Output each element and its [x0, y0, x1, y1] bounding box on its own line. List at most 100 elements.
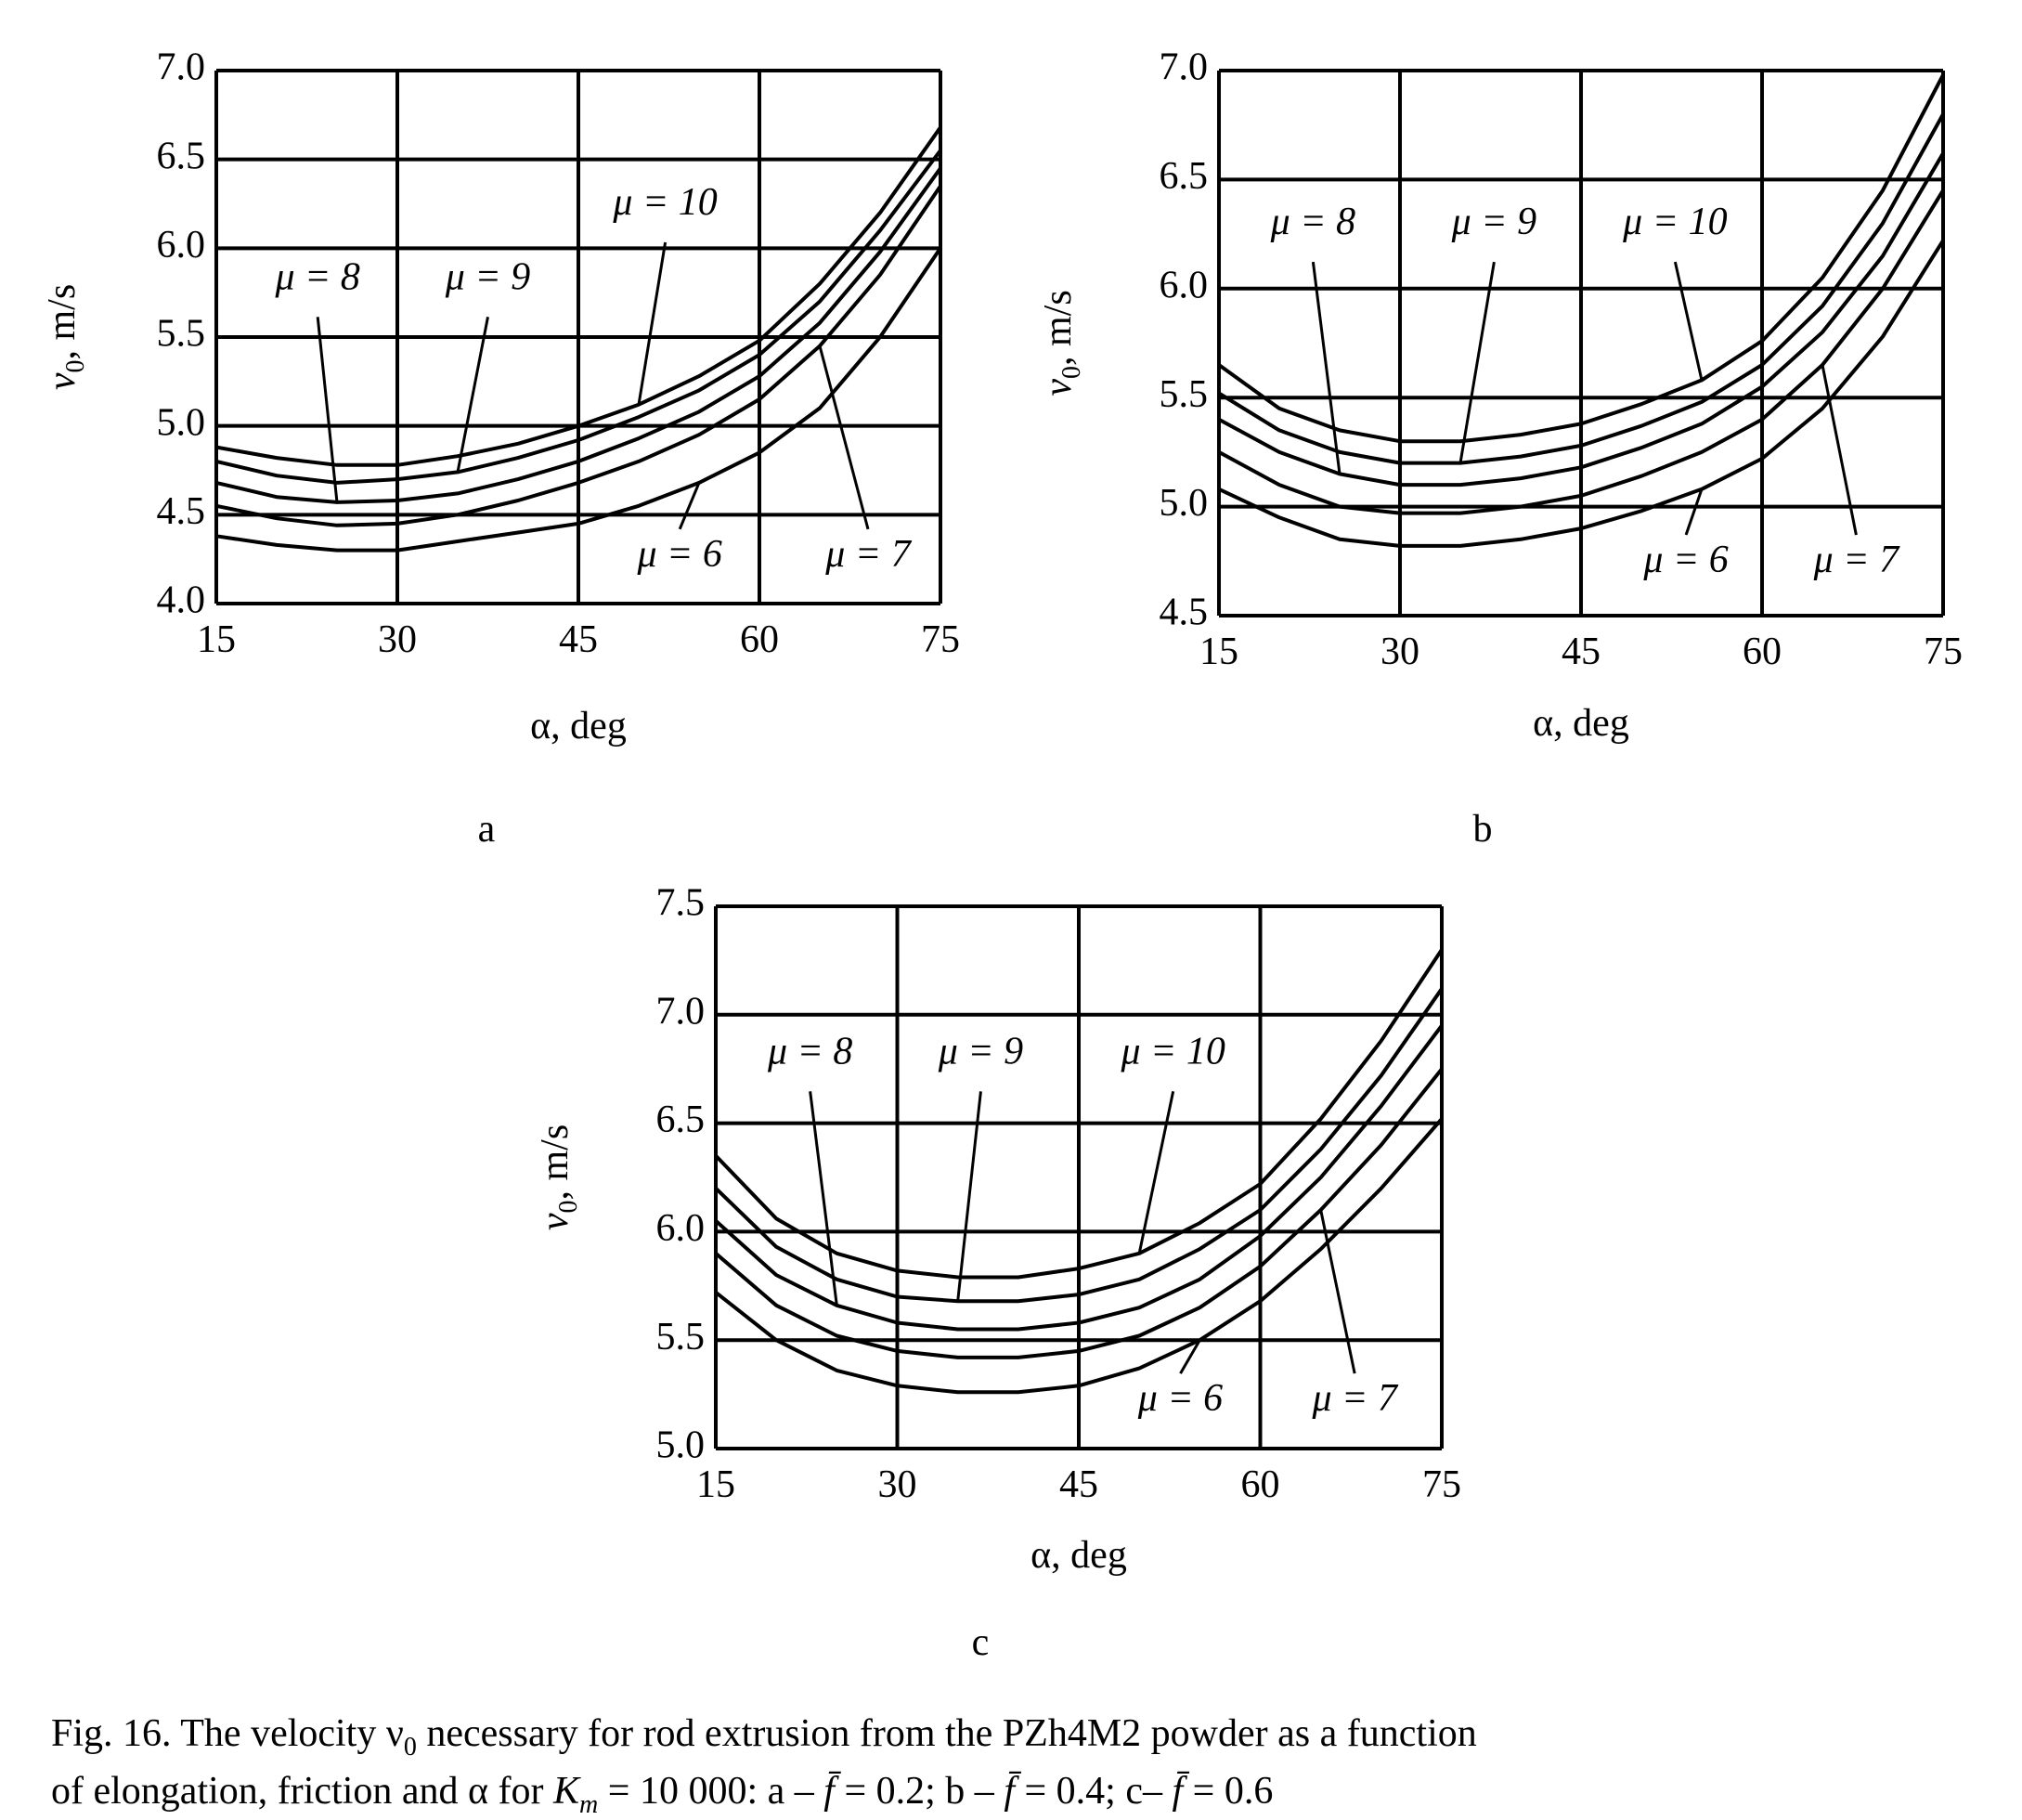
- caption-text: = 0.2; b –: [835, 1770, 1004, 1813]
- y-tick-label: 6.5: [1160, 155, 1209, 198]
- series-label: μ = 10: [1622, 201, 1727, 243]
- leader-line: [1319, 1209, 1356, 1374]
- y-tick-label: 5.5: [656, 1316, 706, 1358]
- y-tick-label: 5.5: [157, 313, 206, 356]
- leader-line: [1137, 1091, 1175, 1254]
- y-tick-label: 5.5: [1160, 373, 1209, 416]
- y-axis-label-unit: , m/s: [534, 1124, 577, 1201]
- x-tick-label: 60: [1743, 630, 1782, 673]
- x-tick-label: 60: [1241, 1463, 1280, 1506]
- caption-text: = 0.6: [1183, 1770, 1273, 1813]
- x-tick-label: 45: [1059, 1463, 1098, 1506]
- series-label: μ = 9: [1451, 201, 1536, 243]
- series-line: [1217, 73, 1945, 444]
- leader-line: [1673, 261, 1704, 381]
- leader-line: [1684, 488, 1704, 536]
- y-tick-label: 7.0: [157, 46, 206, 89]
- leader-line: [818, 345, 870, 530]
- panel-label: a: [478, 808, 496, 851]
- caption-subscript: m: [579, 1790, 598, 1819]
- y-tick-label: 6.0: [656, 1207, 706, 1250]
- series-line: [215, 126, 942, 467]
- y-axis-label: v0, m/s: [534, 1124, 583, 1230]
- caption-line-1: Fig. 16. The velocity ν0 necessary for r…: [51, 1712, 1477, 1762]
- y-axis-label-unit: , m/s: [1037, 290, 1080, 366]
- y-axis-label-subscript: 0: [554, 1201, 583, 1214]
- series-line: [215, 247, 942, 552]
- series-label: μ = 6: [636, 533, 721, 576]
- series-label: μ = 8: [1270, 201, 1355, 243]
- series-label: μ = 7: [1813, 539, 1900, 581]
- panel: 4.0 4.5 5.0 5.5 6.0 6.5 7.0 15 30 45 60 75 μ = 6 μ = …: [41, 46, 960, 851]
- leader-line: [809, 1091, 838, 1306]
- series-label: μ = 6: [1137, 1377, 1223, 1420]
- leader-line: [678, 482, 701, 530]
- series-line: [714, 1067, 1444, 1359]
- leader-line: [1179, 1339, 1201, 1374]
- y-axis-label-subscript: 0: [1057, 366, 1086, 379]
- caption-text: Fig. 16. The velocity ν: [51, 1712, 404, 1755]
- leader-line: [637, 241, 668, 405]
- series-label: μ = 7: [824, 533, 912, 576]
- series-line: [1218, 240, 1945, 548]
- x-tick-label: 45: [559, 618, 598, 661]
- x-axis-label: α, deg: [530, 705, 627, 748]
- y-axis-label-symbol: v: [534, 1213, 577, 1230]
- x-tick-label: 75: [1924, 630, 1963, 673]
- x-tick-label: 75: [921, 618, 960, 661]
- panel: 4.5 5.0 5.5 6.0 6.5 7.0 15 30 45 60 75 μ = 6 μ = 7 μ …: [1037, 46, 1963, 851]
- y-tick-label: 5.0: [157, 401, 206, 444]
- x-axis-label: α, deg: [1030, 1534, 1127, 1577]
- y-tick-label: 7.0: [656, 990, 706, 1033]
- y-tick-label: 6.0: [157, 224, 206, 266]
- x-tick-label: 15: [197, 618, 236, 661]
- y-tick-label: 6.5: [157, 135, 206, 177]
- leader-line: [1821, 364, 1858, 536]
- series-line: [714, 1117, 1444, 1395]
- y-tick-label: 4.5: [157, 490, 206, 533]
- caption-line-2: of elongation, friction and α for Km = 1…: [51, 1770, 1273, 1819]
- caption-text: K: [552, 1770, 581, 1813]
- x-tick-label: 45: [1562, 630, 1601, 673]
- y-axis-label-unit: , m/s: [41, 284, 84, 360]
- x-tick-label: 30: [878, 1463, 917, 1506]
- y-axis-label-symbol: v: [41, 372, 84, 390]
- y-axis-label-symbol: v: [1037, 379, 1080, 396]
- series-line: [215, 149, 942, 485]
- caption-subscript: 0: [404, 1733, 417, 1762]
- x-axis-label: α, deg: [1533, 702, 1629, 745]
- leader-line: [316, 317, 339, 503]
- leader-line: [1458, 261, 1496, 463]
- series-label: μ = 7: [1311, 1377, 1398, 1420]
- leader-line: [1311, 261, 1342, 474]
- x-tick-label: 30: [1380, 630, 1419, 673]
- leader-line: [956, 1091, 982, 1302]
- x-tick-label: 60: [740, 618, 779, 661]
- y-tick-label: 7.0: [1160, 46, 1209, 89]
- series-line: [1218, 152, 1945, 488]
- series-label: μ = 8: [274, 255, 359, 298]
- series-label: μ = 10: [1120, 1030, 1225, 1072]
- panel-label: b: [1473, 808, 1493, 851]
- y-tick-label: 5.0: [656, 1424, 706, 1467]
- x-tick-label: 75: [1422, 1463, 1461, 1506]
- y-tick-label: 6.5: [656, 1098, 706, 1141]
- caption-text: of elongation, friction and α for: [51, 1770, 553, 1813]
- series-line: [714, 987, 1444, 1304]
- y-tick-label: 7.5: [656, 882, 706, 925]
- x-tick-label: 30: [378, 618, 417, 661]
- y-tick-label: 6.0: [1160, 264, 1209, 306]
- caption-text: = 10 000: a –: [598, 1770, 823, 1813]
- panel: 5.0 5.5 6.0 6.5 7.0 7.5 15 30 45 60 75 μ = 6 μ = 7 μ …: [534, 882, 1461, 1664]
- series-label: μ = 6: [1642, 539, 1728, 581]
- leader-line: [456, 317, 489, 473]
- x-tick-label: 15: [1199, 630, 1238, 673]
- series-label: μ = 8: [767, 1030, 852, 1072]
- series-line: [714, 948, 1444, 1280]
- x-tick-label: 15: [696, 1463, 735, 1506]
- y-axis-label: v0, m/s: [41, 284, 90, 390]
- y-axis-label-subscript: 0: [61, 360, 90, 373]
- series-label: μ = 9: [938, 1030, 1023, 1072]
- caption-text: = 0.4; c–: [1015, 1770, 1173, 1813]
- y-tick-label: 4.0: [157, 579, 206, 622]
